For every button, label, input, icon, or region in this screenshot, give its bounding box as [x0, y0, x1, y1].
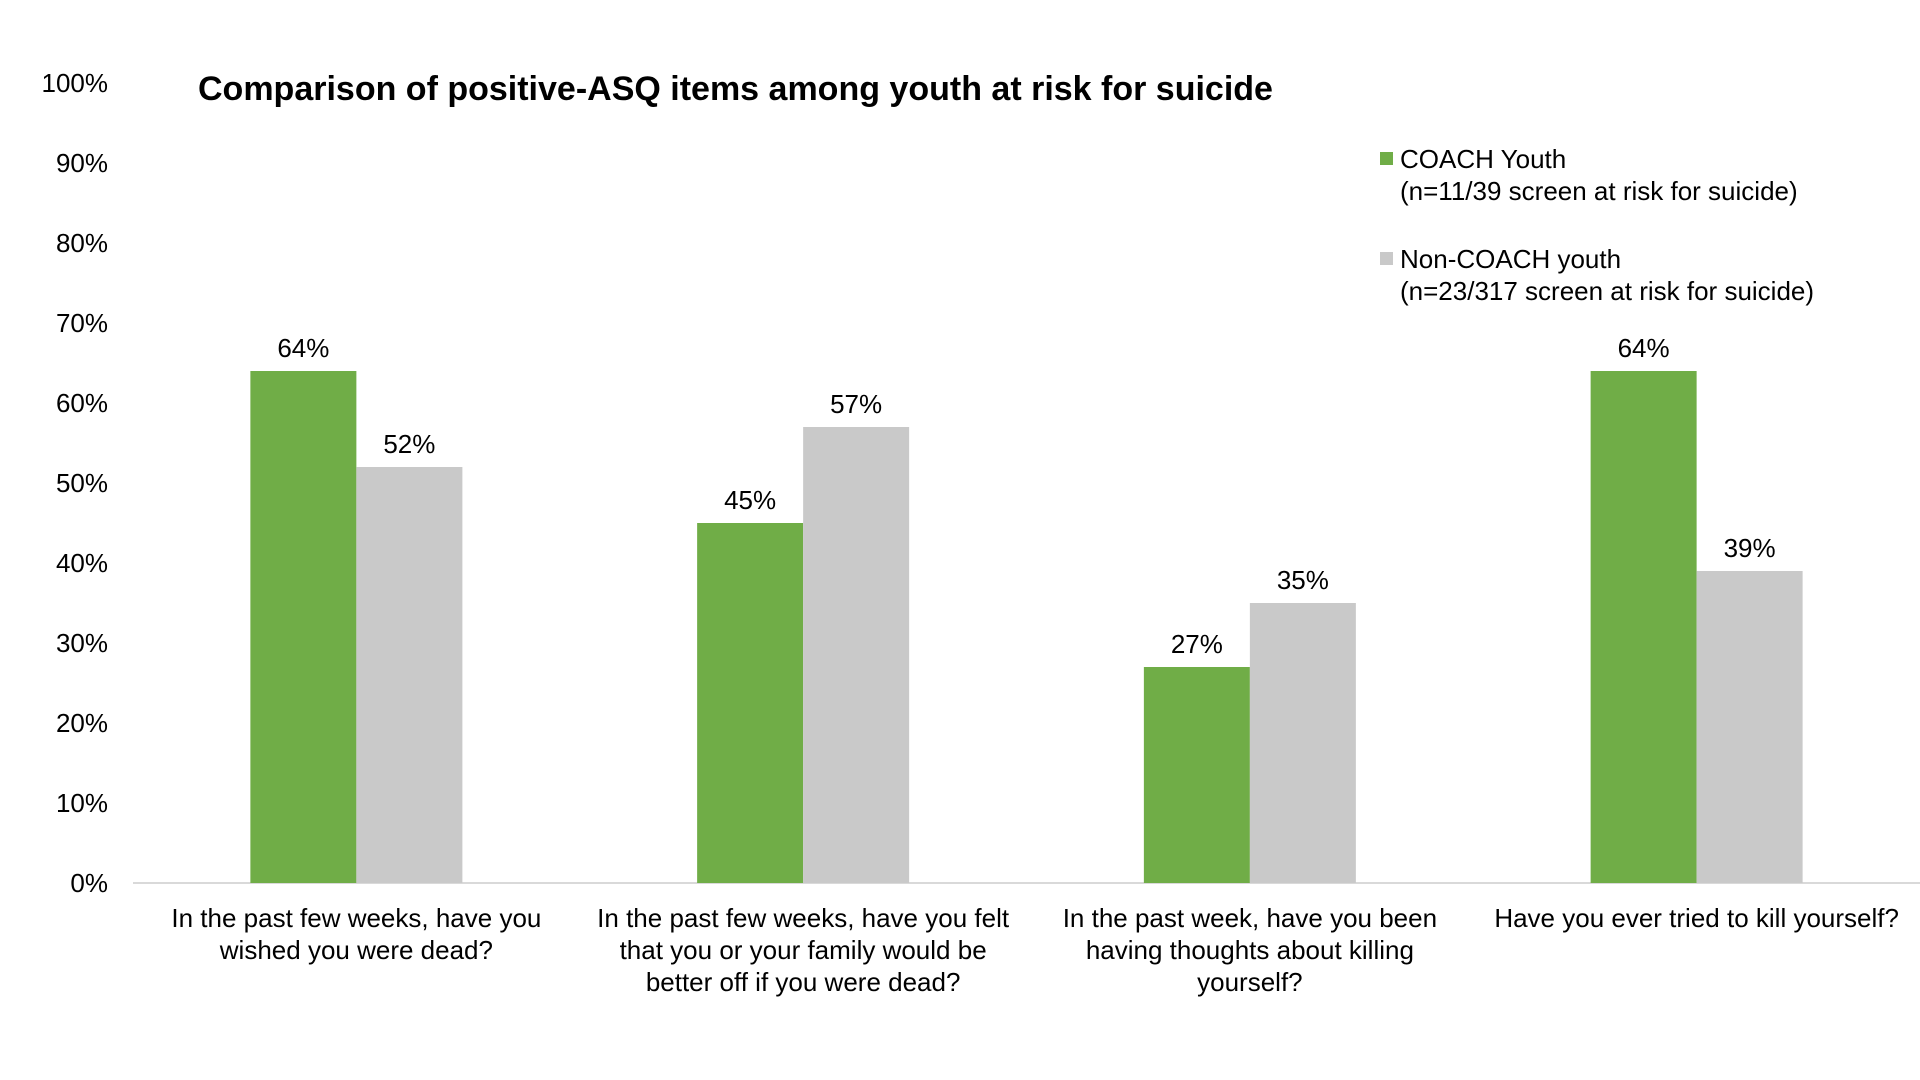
y-tick-label: 10%: [56, 788, 108, 818]
y-tick-label: 80%: [56, 228, 108, 258]
category-label-2: In the past few weeks, have you felt that…: [597, 903, 1010, 997]
bar-non-coach-4: [1696, 571, 1803, 883]
y-tick-label: 50%: [56, 468, 108, 498]
data-label: 45%: [724, 485, 776, 515]
bar-non-coach-1: [356, 467, 463, 883]
y-tick-label: 100%: [42, 68, 109, 98]
chart-title: Comparison of positive-ASQ items among y…: [198, 70, 1273, 108]
legend-label-coach: COACH Youth (n=11/39 screen at risk for s…: [1400, 144, 1798, 206]
legend-swatch-non-coach: [1380, 252, 1393, 265]
bars: [250, 371, 1803, 883]
data-label: 64%: [277, 333, 329, 363]
legend: COACH Youth (n=11/39 screen at risk for s…: [1380, 144, 1814, 306]
bar-coach-2: [697, 523, 804, 883]
data-label: 52%: [383, 429, 435, 459]
category-label-3: In the past week, have you been having th…: [1063, 903, 1437, 997]
data-label: 27%: [1171, 629, 1223, 659]
data-label: 64%: [1618, 333, 1670, 363]
data-label: 57%: [830, 389, 882, 419]
category-labels: In the past few weeks, have you wished yo…: [171, 903, 1899, 997]
data-label: 39%: [1724, 533, 1776, 563]
y-tick-label: 30%: [56, 628, 108, 658]
category-label-4: Have you ever tried to kill yourself?: [1494, 903, 1899, 933]
y-tick-label: 20%: [56, 708, 108, 738]
y-tick-label: 70%: [56, 308, 108, 338]
y-tick-label: 40%: [56, 548, 108, 578]
data-label: 35%: [1277, 565, 1329, 595]
legend-swatch-coach: [1380, 152, 1393, 165]
category-label-1: In the past few weeks, have you wished yo…: [171, 903, 541, 965]
y-tick-label: 90%: [56, 148, 108, 178]
y-tick-label: 0%: [70, 868, 108, 898]
y-axis: 0% 10% 20% 30% 40% 50% 60% 70% 80% 90% 100%: [42, 68, 109, 898]
bar-coach-3: [1143, 667, 1250, 883]
bar-non-coach-2: [803, 427, 910, 883]
y-tick-label: 60%: [56, 388, 108, 418]
data-labels: 64% 52% 45% 57% 27% 35% 64% 39%: [277, 333, 1775, 659]
bar-non-coach-3: [1249, 603, 1356, 883]
bar-coach-4: [1590, 371, 1697, 883]
legend-label-non-coach: Non-COACH youth (n=23/317 screen at risk …: [1400, 244, 1814, 306]
bar-coach-1: [250, 371, 357, 883]
